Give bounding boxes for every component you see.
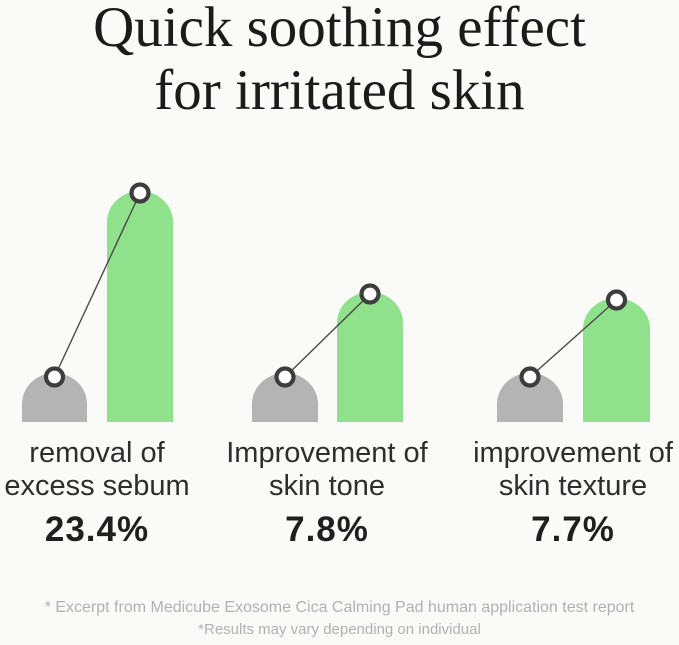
- category-label-line2: skin tone: [268, 470, 386, 502]
- before-bar: [22, 373, 87, 422]
- after-bar: [337, 292, 403, 422]
- improvement-percent: 7.7%: [531, 510, 615, 549]
- category-label-skin-tone: Improvement of skin tone 7.8%: [202, 437, 452, 549]
- footnote: * Excerpt from Medicube Exosome Cica Cal…: [0, 597, 679, 641]
- connector-line: [284, 293, 371, 378]
- before-bar: [497, 373, 563, 422]
- page-title: Quick soothing effect for irritated skin: [0, 0, 679, 122]
- title-line-1: Quick soothing effect: [93, 0, 586, 59]
- marker-circle: [43, 366, 66, 388]
- marker-circle: [129, 182, 151, 204]
- category-label-line1: improvement of: [473, 437, 673, 469]
- category-label-line2: skin texture: [498, 470, 648, 502]
- title-line-2: for irritated skin: [154, 59, 525, 122]
- category-label-skin-texture: improvement of skin texture 7.7%: [448, 437, 679, 549]
- before-bar: [252, 373, 318, 422]
- marker-circle: [605, 289, 628, 311]
- improvement-percent: 7.8%: [285, 510, 369, 549]
- category-label-line2: excess sebum: [4, 470, 190, 502]
- connector-line: [53, 192, 141, 378]
- marker-circle: [519, 366, 541, 388]
- connector-line: [529, 299, 617, 378]
- marker-circle: [359, 283, 381, 305]
- category-label-sebum: removal of excess sebum 23.4%: [0, 437, 222, 549]
- marker-circle: [274, 366, 296, 388]
- footnote-line-1: * Excerpt from Medicube Exosome Cica Cal…: [44, 599, 635, 616]
- footnote-line-2: *Results may vary depending on individua…: [198, 621, 481, 638]
- category-label-line1: removal of: [29, 437, 165, 469]
- improvement-percent: 23.4%: [44, 510, 150, 549]
- category-label-line1: Improvement of: [226, 437, 428, 469]
- after-bar: [107, 191, 173, 422]
- after-bar: [583, 297, 650, 422]
